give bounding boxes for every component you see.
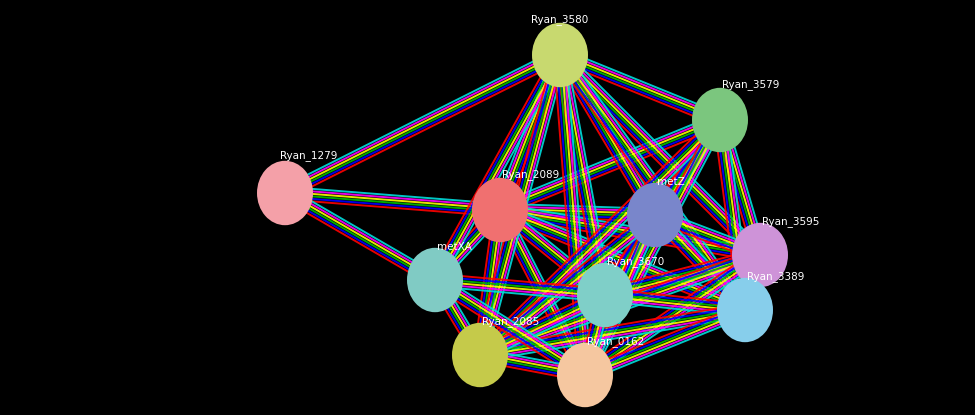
- Text: metXA: metXA: [437, 242, 472, 252]
- Ellipse shape: [717, 278, 773, 342]
- Ellipse shape: [452, 323, 508, 387]
- Ellipse shape: [532, 23, 588, 87]
- Ellipse shape: [732, 223, 788, 287]
- Text: Ryan_3579: Ryan_3579: [722, 79, 779, 90]
- Text: Ryan_3580: Ryan_3580: [531, 14, 589, 25]
- Text: Ryan_0162: Ryan_0162: [587, 336, 644, 347]
- Text: Ryan_3595: Ryan_3595: [762, 216, 819, 227]
- Text: metZ: metZ: [657, 177, 684, 187]
- Text: Ryan_2085: Ryan_2085: [482, 316, 539, 327]
- Text: Ryan_1279: Ryan_1279: [280, 150, 337, 161]
- Text: Ryan_3670: Ryan_3670: [607, 256, 664, 267]
- Text: Ryan_2089: Ryan_2089: [502, 169, 560, 180]
- Ellipse shape: [257, 161, 313, 225]
- Text: Ryan_3389: Ryan_3389: [747, 271, 804, 282]
- Ellipse shape: [692, 88, 748, 152]
- Ellipse shape: [407, 248, 463, 312]
- Ellipse shape: [557, 343, 613, 407]
- Ellipse shape: [577, 263, 633, 327]
- Ellipse shape: [627, 183, 683, 247]
- Ellipse shape: [472, 178, 528, 242]
